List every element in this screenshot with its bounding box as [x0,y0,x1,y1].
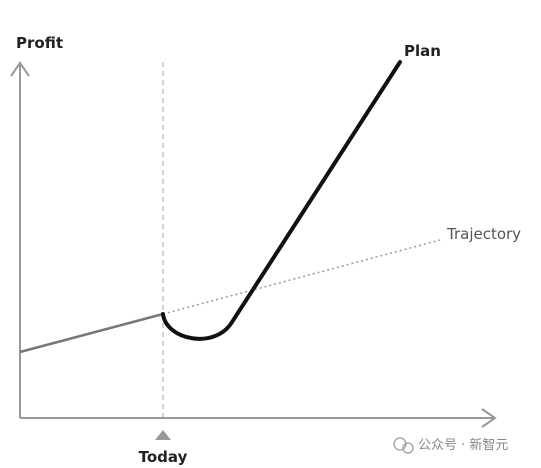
trajectory-line [162,239,441,315]
trajectory-label: Trajectory [446,225,521,243]
today-marker [155,430,171,440]
history-line [19,312,164,354]
today-label: Today [139,448,188,466]
x-axis-arrow [481,408,497,428]
y-axis-arrow [10,61,30,77]
plan-curve [161,60,402,341]
watermark: 公众号 · 新智元 [418,437,508,453]
watermark-icon [393,437,414,454]
plan-label: Plan [404,42,441,60]
y-axis-label: Profit [16,34,63,52]
